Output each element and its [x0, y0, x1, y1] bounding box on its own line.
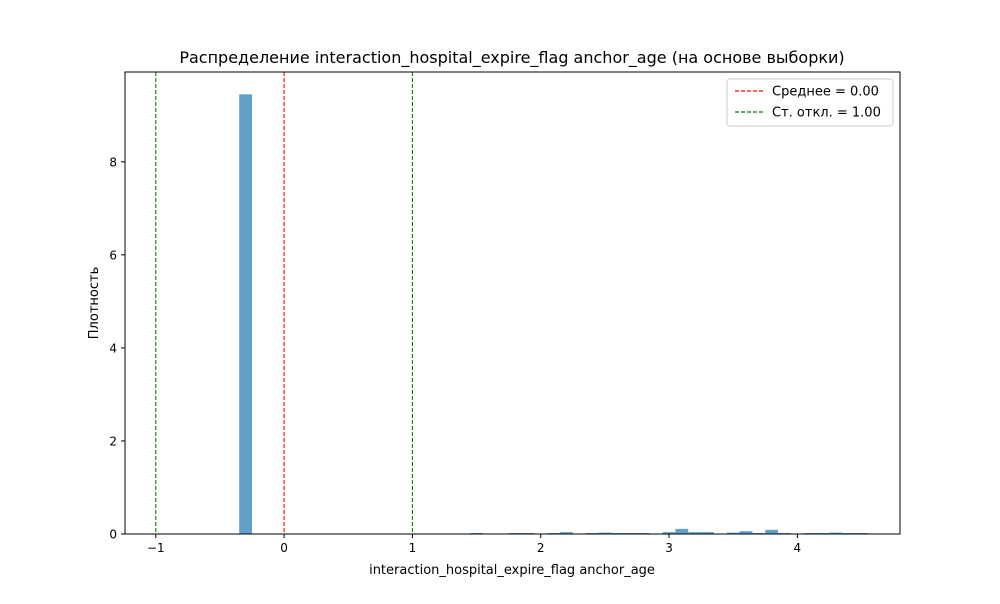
x-tick-label: 0: [280, 541, 288, 555]
histogram-bar: [765, 529, 779, 534]
histogram-bar: [662, 532, 676, 534]
histogram-bar: [239, 94, 253, 534]
y-axis-label: Плотность: [87, 267, 102, 339]
y-tick-label: 6: [109, 248, 117, 262]
chart-title: Распределение interaction_hospital_expir…: [179, 48, 844, 68]
legend-label-std: Ст. откл. = 1.00: [772, 106, 881, 121]
histogram-bar: [829, 532, 843, 534]
y-tick-label: 0: [109, 528, 117, 542]
x-axis-label: interaction_hospital_expire_flag anchor_…: [369, 563, 655, 578]
y-axis-ticks: 0 2 4 6 8: [109, 155, 125, 542]
x-tick-label: 1: [409, 541, 417, 555]
legend-box: [726, 78, 894, 127]
legend: Среднее = 0.00 Ст. откл. = 1.00: [726, 78, 894, 127]
histogram-bar: [675, 528, 689, 534]
histogram-bar: [701, 532, 714, 534]
x-tick-label: 4: [794, 541, 802, 555]
y-tick-label: 8: [109, 155, 117, 169]
histogram-bar: [688, 532, 702, 534]
reference-lines-layer: [155, 72, 413, 534]
plot-area-frame: [124, 71, 901, 535]
x-tick-label: 3: [665, 541, 673, 555]
legend-label-mean: Среднее = 0.00: [772, 85, 879, 100]
histogram-bar: [726, 532, 740, 534]
histogram-bar: [559, 532, 573, 534]
histogram-bar: [739, 531, 753, 534]
histogram-bar: [598, 532, 612, 534]
y-tick-label: 2: [109, 434, 117, 448]
y-tick-label: 4: [109, 341, 117, 355]
x-tick-label: −1: [147, 541, 165, 555]
x-tick-label: 2: [537, 541, 545, 555]
x-axis-ticks: −1 0 1 2 3 4: [147, 534, 801, 555]
